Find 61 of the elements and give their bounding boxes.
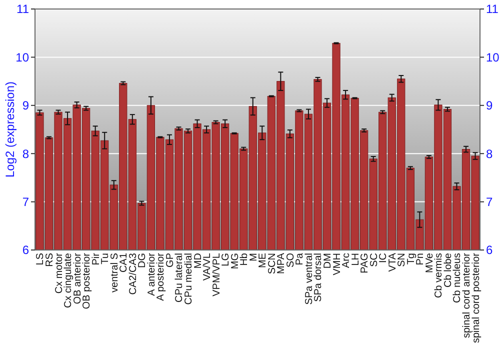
y-tick-label: 11 bbox=[16, 2, 30, 16]
x-tick-label: A anterior bbox=[146, 252, 158, 296]
x-tick-label: SO bbox=[285, 252, 296, 268]
x-tick-label: Cx cingulate bbox=[63, 252, 74, 308]
x-tick-label: M bbox=[248, 253, 260, 262]
x-tick-label: PAG bbox=[360, 252, 371, 274]
x-tick-label: MG bbox=[230, 252, 241, 270]
x-tick-label: Arc bbox=[341, 253, 352, 268]
y2-tick-label: 7 bbox=[486, 195, 493, 209]
x-tick-label: spinal cord anterior bbox=[462, 252, 473, 338]
x-tick-label: DM bbox=[322, 253, 334, 269]
x-tick-label: SPa ventral bbox=[304, 253, 315, 305]
x-tick-label: VMH bbox=[332, 253, 343, 276]
x-tick-label: Pir bbox=[90, 252, 102, 266]
y2-tick-label: 9 bbox=[486, 98, 493, 113]
y-tick-label: 6 bbox=[22, 243, 30, 258]
x-tick-label: Cb lobe bbox=[442, 252, 454, 288]
x-tick-label: CPu lateral bbox=[174, 253, 186, 302]
x-tick-label: CA2/CA3 bbox=[128, 252, 139, 295]
x-tick-label: GP bbox=[164, 252, 176, 268]
y-tick-label: 9 bbox=[22, 98, 30, 113]
y2-tick-label: 8 bbox=[486, 146, 493, 161]
y2-tick-label: 10 bbox=[486, 50, 500, 64]
x-tick-label: ventral S bbox=[109, 252, 120, 292]
x-tick-label: MPA bbox=[276, 252, 288, 274]
x-tick-label: ME bbox=[258, 252, 269, 268]
x-tick-label: VTA bbox=[387, 252, 398, 272]
x-tick-label: LS bbox=[35, 252, 46, 266]
x-tick-label: MVe bbox=[424, 252, 436, 274]
x-tick-label: Cx motor bbox=[54, 252, 65, 294]
x-tick-label: LG bbox=[220, 252, 232, 266]
x-tick-label: SCN bbox=[266, 253, 278, 274]
x-tick-label: Tu bbox=[100, 253, 112, 264]
x-tick-label: spinal cord posterior bbox=[470, 252, 482, 344]
y-tick-label: 10 bbox=[16, 50, 30, 64]
x-tick-label: Tg bbox=[406, 253, 417, 265]
x-tick-label: OB anterior bbox=[72, 252, 84, 304]
x-tick-label: IC bbox=[378, 253, 390, 263]
y-tick-label: 8 bbox=[22, 146, 30, 161]
x-tick-label: VA/VL bbox=[202, 252, 214, 281]
x-tick-label: Cb nucleus bbox=[452, 253, 464, 304]
x-tick-label: CA1 bbox=[118, 252, 130, 272]
y-axis-title: Log2 (expression) bbox=[3, 81, 18, 178]
x-tick-label: SC bbox=[368, 253, 380, 267]
x-tick-label: MD bbox=[192, 253, 204, 269]
x-tick-label: LH bbox=[350, 253, 362, 266]
x-tick-label: SPa dorsal bbox=[313, 253, 324, 302]
x-tick-label: Pn bbox=[415, 253, 426, 266]
x-tick-label: CPu medial bbox=[184, 253, 194, 305]
x-tick-label: Pa bbox=[294, 252, 306, 266]
y-tick-label: 7 bbox=[22, 195, 30, 209]
x-tick-label: Cb vermis bbox=[434, 253, 445, 298]
x-tick-label: RS bbox=[44, 252, 56, 267]
x-tick-label: Hb bbox=[239, 252, 250, 266]
x-tick-label: OB posterior bbox=[82, 252, 93, 310]
x-tick-label: A posterior bbox=[156, 252, 167, 301]
y2-tick-label: 11 bbox=[486, 2, 499, 16]
y2-tick-label: 6 bbox=[486, 243, 493, 258]
x-tick-label: VPM/VPL bbox=[211, 252, 222, 296]
x-tick-label: SN bbox=[396, 253, 408, 267]
x-tick-label: DG bbox=[137, 252, 148, 268]
